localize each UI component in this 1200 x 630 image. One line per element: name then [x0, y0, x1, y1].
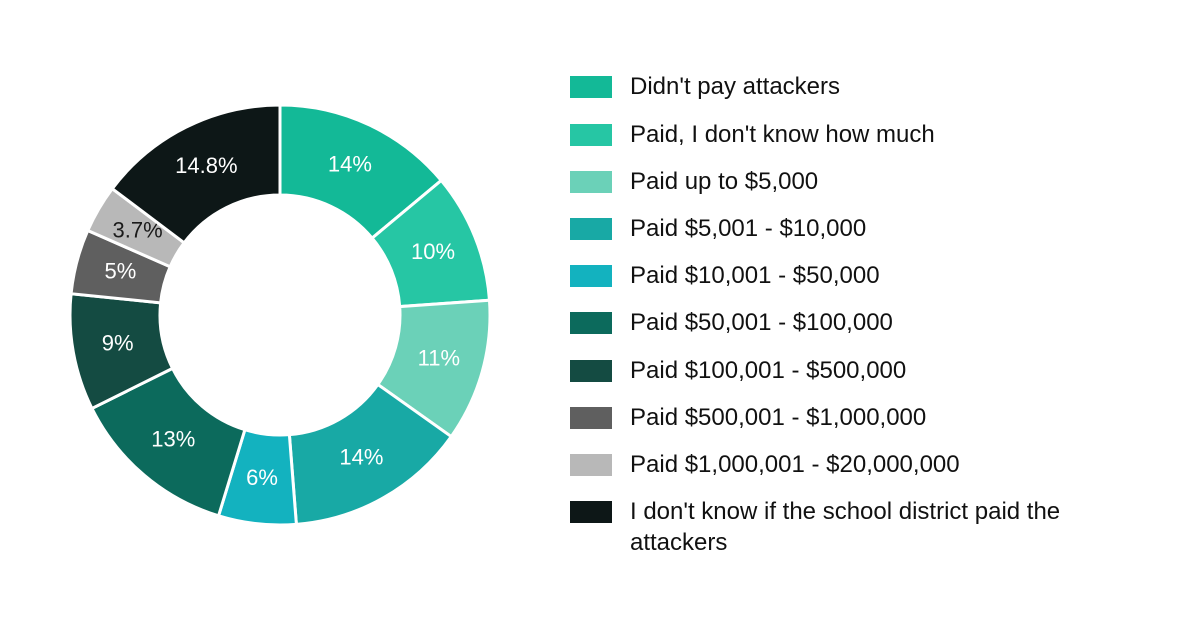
legend-swatch: [570, 171, 612, 193]
slice-label: 10%: [411, 239, 455, 264]
slice-label: 6%: [246, 465, 278, 490]
legend-item: Paid $10,001 - $50,000: [570, 260, 1110, 291]
legend-label: Paid, I don't know how much: [630, 119, 935, 150]
legend-swatch: [570, 76, 612, 98]
donut-chart: 14%10%11%14%6%13%9%5%3.7%14.8%: [50, 85, 510, 545]
legend-item: Paid $1,000,001 - $20,000,000: [570, 449, 1110, 480]
slice-label: 14%: [328, 151, 372, 176]
legend-item: Didn't pay attackers: [570, 71, 1110, 102]
legend-swatch: [570, 501, 612, 523]
slice-label: 9%: [102, 330, 134, 355]
legend-item: I don't know if the school district paid…: [570, 496, 1110, 558]
legend-swatch: [570, 218, 612, 240]
slice-label: 5%: [105, 259, 137, 284]
slice-label: 11%: [418, 345, 460, 370]
slice-label: 13%: [151, 427, 195, 452]
legend-item: Paid $500,001 - $1,000,000: [570, 402, 1110, 433]
legend: Didn't pay attackers Paid, I don't know h…: [570, 71, 1110, 558]
legend-swatch: [570, 124, 612, 146]
legend-swatch: [570, 360, 612, 382]
legend-item: Paid up to $5,000: [570, 166, 1110, 197]
legend-swatch: [570, 454, 612, 476]
legend-item: Paid $50,001 - $100,000: [570, 307, 1110, 338]
legend-item: Paid $100,001 - $500,000: [570, 355, 1110, 386]
donut-svg: 14%10%11%14%6%13%9%5%3.7%14.8%: [50, 85, 510, 545]
legend-label: Paid $100,001 - $500,000: [630, 355, 906, 386]
legend-item: Paid, I don't know how much: [570, 119, 1110, 150]
legend-label: Paid up to $5,000: [630, 166, 818, 197]
legend-label: Paid $10,001 - $50,000: [630, 260, 880, 291]
chart-container: 14%10%11%14%6%13%9%5%3.7%14.8% Didn't pa…: [50, 71, 1150, 558]
slice-label: 14.8%: [175, 153, 237, 178]
slice-label: 14%: [339, 444, 383, 469]
legend-label: Paid $5,001 - $10,000: [630, 213, 866, 244]
legend-swatch: [570, 312, 612, 334]
legend-label: I don't know if the school district paid…: [630, 496, 1110, 558]
legend-swatch: [570, 407, 612, 429]
legend-label: Paid $1,000,001 - $20,000,000: [630, 449, 960, 480]
legend-swatch: [570, 265, 612, 287]
legend-label: Didn't pay attackers: [630, 71, 840, 102]
legend-label: Paid $50,001 - $100,000: [630, 307, 893, 338]
legend-item: Paid $5,001 - $10,000: [570, 213, 1110, 244]
legend-label: Paid $500,001 - $1,000,000: [630, 402, 926, 433]
